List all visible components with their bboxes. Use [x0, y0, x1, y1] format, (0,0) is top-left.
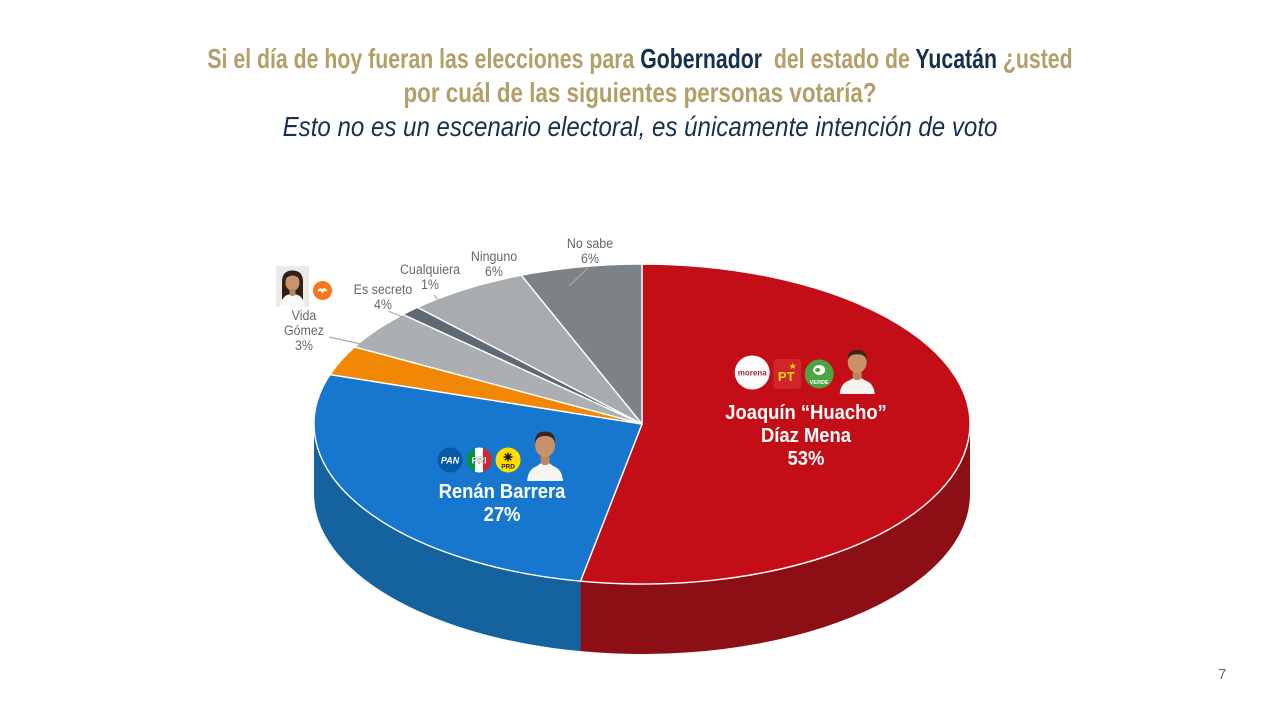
slide-title-line1: Si el día de hoy fueran las elecciones p… — [154, 42, 1127, 76]
pie-label-text: Cualquiera — [399, 262, 461, 277]
pt-logo-icon: PT — [773, 359, 802, 389]
morena-logo-text: morena — [738, 369, 767, 378]
leader-line-cualquiera — [433, 294, 446, 309]
leader-line-es-secreto — [387, 310, 406, 319]
candidate-name-line1: Joaquín “Huacho” — [725, 402, 887, 424]
pie-label-cualquiera: Cualquiera 1% — [400, 262, 460, 292]
pie-label-value: 3% — [295, 338, 313, 353]
pie-label-vida-gomez: Vida Gómez 3% — [284, 308, 324, 353]
title-segment: Si el día de hoy fueran las elecciones p… — [207, 43, 641, 74]
candidate-pct: 53% — [787, 448, 825, 470]
pie-label-text: Ninguno — [470, 249, 518, 264]
leader-lines — [328, 267, 589, 345]
pie-label-ninguno: Ninguno 6% — [471, 249, 517, 279]
pt-logo-text: PT — [778, 369, 795, 384]
renan-barrera-photo-avatar — [527, 431, 564, 481]
callout-renan-barrera: PAN PRI PRD — [433, 427, 571, 527]
title-segment: ¿usted — [996, 43, 1073, 74]
pie-slice-barrera — [313, 373, 643, 582]
verde-logo-text: VERDE — [810, 380, 829, 386]
callout-diaz-mena: morena PT VERDE — [718, 346, 894, 471]
title-segment: del estado de — [762, 43, 916, 74]
pie-label-value: 6% — [581, 251, 599, 266]
pie-slice-side-diaz-mena — [580, 424, 970, 654]
pie-slice-ninguno — [416, 274, 643, 425]
page-number: 7 — [1218, 666, 1227, 683]
pie-label-text: Gómez — [283, 323, 325, 338]
title-block: Si el día de hoy fueran las elecciones p… — [0, 42, 1280, 144]
subtitle-text: Esto no es un escenario electoral, es ún… — [282, 111, 998, 142]
pie-sides — [313, 424, 970, 654]
prd-logo-icon: PRD — [496, 447, 521, 473]
vida-gomez-media — [276, 266, 332, 307]
pan-logo-text: PAN — [441, 456, 460, 466]
leader-line-ninguno — [494, 281, 501, 302]
morena-logo-icon: morena — [734, 355, 770, 390]
pie-slice-side-barrera — [313, 424, 581, 652]
slide-title-line2: por cuál de las siguientes personas vota… — [128, 76, 1152, 110]
pie-label-text: No sabe — [566, 236, 614, 251]
candidate-pct: 27% — [483, 504, 521, 526]
pie-label-value: 4% — [374, 297, 392, 312]
pie-tops — [313, 263, 971, 585]
pie-label-text: Vida — [291, 308, 317, 323]
leader-line-no-sabe — [568, 267, 589, 287]
verde-logo-icon: VERDE — [804, 359, 834, 389]
pri-logo-icon: PRI — [467, 447, 492, 473]
pie-label-no-sabe: No sabe 6% — [567, 236, 613, 266]
pie-slice-diaz-mena — [579, 263, 971, 585]
pri-logo-text: PRI — [472, 456, 487, 466]
vida-gomez-photo-avatar — [276, 266, 309, 307]
pie-slice-no-sabe — [520, 263, 643, 425]
slide-subtitle: Esto no es un escenario electoral, es ún… — [90, 110, 1191, 144]
renan-party-logos: PAN PRI PRD — [433, 427, 571, 481]
pie-label-value: 1% — [421, 277, 439, 292]
candidate-name-line2: Díaz Mena — [760, 425, 851, 447]
candidate-name: Renán Barrera — [438, 481, 566, 503]
title-segment-yucatan: Yucatán — [915, 43, 997, 74]
leader-line-vida — [328, 336, 362, 345]
prd-logo-text: PRD — [502, 464, 516, 471]
pan-logo-icon: PAN — [438, 447, 463, 473]
title-segment-gobernador: Gobernador — [640, 43, 763, 74]
diaz-mena-photo-avatar — [839, 350, 875, 394]
pie-label-value: 6% — [485, 264, 503, 279]
pie-label-text: Es secreto — [353, 282, 413, 297]
title-line2-text: por cuál de las siguientes personas vota… — [403, 77, 877, 108]
pie-label-es-secreto: Es secreto 4% — [354, 282, 413, 312]
diaz-mena-party-logos: morena PT VERDE — [718, 346, 894, 394]
mc-logo-icon — [313, 281, 332, 300]
